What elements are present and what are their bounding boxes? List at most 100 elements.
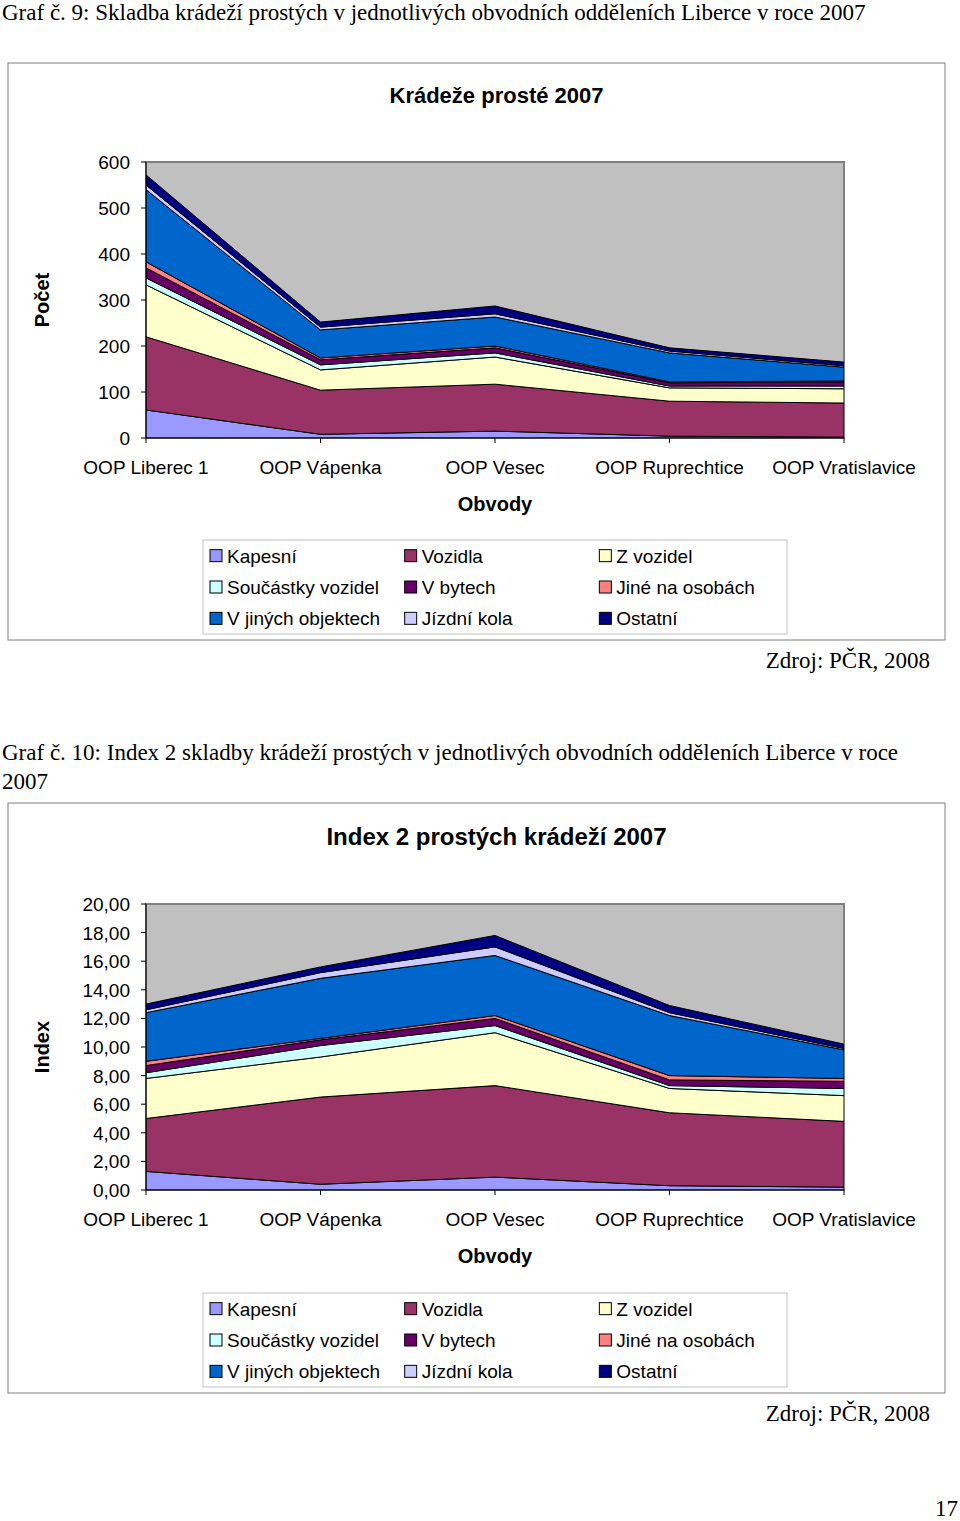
area-segment [146, 947, 844, 1050]
y-tick-label: 2,00 [93, 1151, 130, 1172]
legend-label: Ostatní [616, 1361, 678, 1382]
y-axis-label: Počet [31, 272, 53, 327]
legend: KapesníVozidlaZ vozidelSoučástky vozidel… [203, 540, 787, 634]
legend-label: Součástky vozidel [227, 1330, 379, 1351]
y-tick-label: 20,00 [82, 894, 130, 915]
x-axis-label: Obvody [458, 1245, 533, 1267]
legend: Kapesní Vozidla Z vozidel Součástky vozidel… [203, 1293, 787, 1387]
legend-swatch [599, 1303, 611, 1315]
y-tick [141, 1075, 146, 1076]
page-charts: Krádeže prosté 20070100200300400500600OO… [0, 0, 960, 1521]
y-tick-label: 0,00 [93, 1180, 130, 1201]
y-tick-label: 4,00 [93, 1123, 130, 1144]
y-tick-label: 0 [119, 428, 130, 449]
legend-label: Z vozidel [616, 546, 692, 567]
chart-title: Krádeže prosté 2007 [390, 83, 604, 108]
legend-swatch [599, 1334, 611, 1346]
figure-caption: Graf č. 9: Skladba krádeží prostých v je… [2, 0, 947, 27]
legend-swatch [599, 581, 611, 593]
figure-caption: Graf č. 10: Index 2 skladby krádeží pros… [2, 738, 947, 796]
legend-label: V bytech [422, 1330, 496, 1351]
legend-label: Jízdní kola [422, 608, 513, 629]
x-tick [669, 438, 670, 443]
y-tick [141, 1047, 146, 1048]
legend-swatch [210, 1303, 222, 1315]
y-tick [141, 961, 146, 962]
area-segment [146, 185, 844, 367]
y-tick-label: 600 [98, 152, 130, 173]
areas [146, 935, 844, 1190]
legend-label: Kapesní [227, 1299, 297, 1320]
y-tick [141, 208, 146, 209]
x-tick [320, 438, 321, 443]
legend-label: Jiné na osobách [616, 1330, 754, 1351]
y-tick [141, 1161, 146, 1162]
x-tick-label: OOP Ruprechtice [595, 1209, 744, 1230]
y-tick-label: 18,00 [82, 923, 130, 944]
y-tick [141, 392, 146, 393]
legend-swatch [599, 1365, 611, 1377]
legend-swatch [405, 1365, 417, 1377]
legend-box [203, 540, 787, 634]
x-tick [320, 1190, 321, 1195]
legend-label: V jiných objektech [227, 608, 380, 629]
legend-label: Vozidla [422, 1299, 484, 1320]
x-tick-label: OOP Vápenka [259, 1209, 382, 1230]
area-segment [146, 955, 844, 1078]
y-tick-label: 12,00 [82, 1008, 130, 1029]
legend-swatch [405, 1303, 417, 1315]
page-number: 17 [935, 1496, 958, 1521]
chart-title: Index 2 prostých krádeží 2007 [326, 823, 666, 850]
x-tick-label: OOP Liberec 1 [83, 1209, 208, 1230]
legend-label: V jiných objektech [227, 1361, 380, 1382]
y-tick-label: 400 [98, 244, 130, 265]
source-note: Zdroj: PČR, 2008 [766, 648, 930, 674]
y-tick [141, 989, 146, 990]
y-tick-label: 6,00 [93, 1094, 130, 1115]
x-tick-label: OOP Vesec [446, 1209, 545, 1230]
y-tick-label: 100 [98, 382, 130, 403]
y-tick [141, 1132, 146, 1133]
y-tick [141, 254, 146, 255]
source-note: Zdroj: PČR, 2008 [766, 1401, 930, 1427]
legend-swatch [405, 550, 417, 562]
area-segment [146, 175, 844, 366]
x-tick [146, 438, 147, 443]
y-tick [141, 932, 146, 933]
y-tick [141, 300, 146, 301]
y-tick-label: 10,00 [82, 1037, 130, 1058]
x-tick-label: OOP Ruprechtice [595, 457, 744, 478]
y-tick [141, 1018, 146, 1019]
chart-frame [8, 803, 945, 1393]
areas [146, 175, 844, 438]
legend-swatch [405, 581, 417, 593]
legend-swatch [210, 581, 222, 593]
x-tick [495, 438, 496, 443]
legend-swatch [405, 612, 417, 624]
legend-label: Vozidla [422, 546, 484, 567]
y-tick [141, 904, 146, 905]
y-tick-label: 200 [98, 336, 130, 357]
y-tick [141, 346, 146, 347]
x-tick-label: OOP Vratislavice [772, 1209, 916, 1230]
legend-label: Z vozidel [616, 1299, 692, 1320]
y-tick [141, 162, 146, 163]
area-segment [146, 190, 844, 382]
y-tick-label: 500 [98, 198, 130, 219]
legend-swatch [210, 612, 222, 624]
y-tick-label: 16,00 [82, 951, 130, 972]
y-axis-label: Index [31, 1021, 53, 1073]
y-tick [141, 1104, 146, 1105]
area-segment [146, 935, 844, 1048]
y-tick-label: 14,00 [82, 980, 130, 1001]
legend-swatch [599, 612, 611, 624]
x-tick [844, 438, 845, 443]
legend-label: Součástky vozidel [227, 577, 379, 598]
legend-swatch [599, 550, 611, 562]
y-tick [141, 438, 146, 439]
chart: Index 2 prostých krádeží 2007 0,00 2,00 4,0… [8, 803, 945, 1393]
legend-swatch [210, 1334, 222, 1346]
x-tick-label: OOP Vratislavice [772, 457, 916, 478]
chart-frame [8, 63, 945, 640]
y-tick [141, 1190, 146, 1191]
